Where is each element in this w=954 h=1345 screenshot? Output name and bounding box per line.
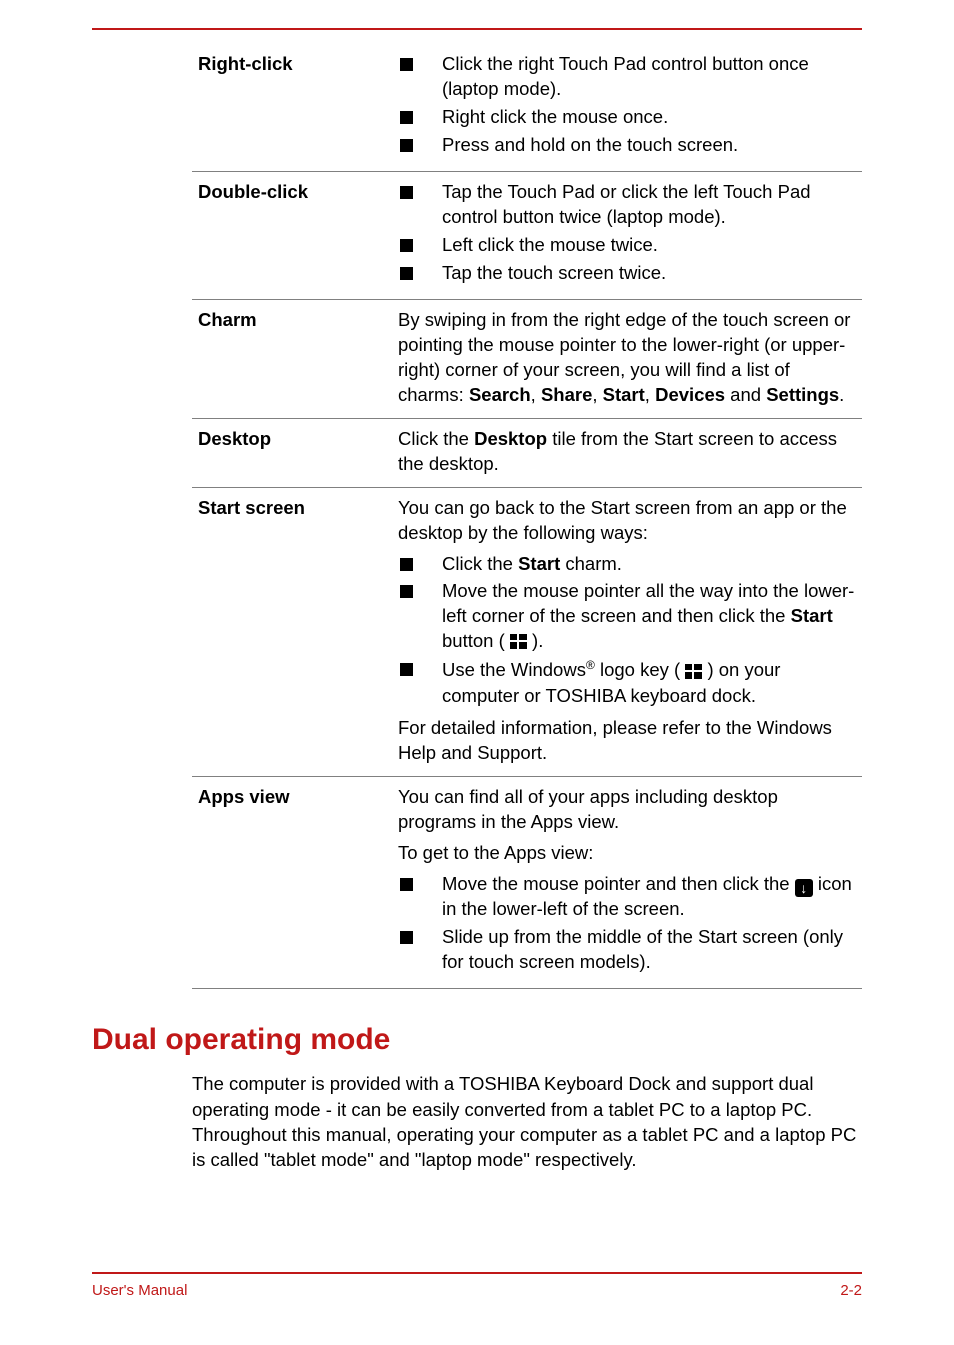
- charm-sep3: ,: [645, 384, 655, 405]
- double-click-item-2: Left click the mouse twice.: [398, 233, 856, 258]
- charm-sep1: ,: [531, 384, 541, 405]
- desc-desktop: Click the Desktop tile from the Start sc…: [392, 418, 862, 487]
- term-double-click: Double-click: [192, 171, 392, 299]
- ss-b3-pre: Use the Windows: [442, 660, 586, 681]
- section-body-dual-operating-mode: The computer is provided with a TOSHIBA …: [192, 1071, 862, 1172]
- footer-left: User's Manual: [92, 1282, 187, 1299]
- content-area: Right-click Click the right Touch Pad co…: [92, 50, 862, 1173]
- double-click-list: Tap the Touch Pad or click the left Touc…: [398, 180, 856, 286]
- ss-b2-post: button (: [442, 630, 510, 651]
- right-click-list: Click the right Touch Pad control button…: [398, 52, 856, 158]
- start-screen-list: Click the Start charm. Move the mouse po…: [398, 552, 856, 709]
- apps-view-list: Move the mouse pointer and then click th…: [398, 872, 856, 975]
- start-screen-item-2: Move the mouse pointer all the way into …: [398, 579, 856, 654]
- row-start-screen: Start screen You can go back to the Star…: [192, 487, 862, 777]
- term-right-click: Right-click: [192, 50, 392, 171]
- row-charm: Charm By swiping in from the right edge …: [192, 299, 862, 418]
- apps-view-item-2: Slide up from the middle of the Start sc…: [398, 925, 856, 975]
- charm-bold-share: Share: [541, 384, 592, 405]
- charm-bold-start: Start: [603, 384, 645, 405]
- ss-b2-tail: ).: [527, 630, 543, 651]
- definitions-table-wrap: Right-click Click the right Touch Pad co…: [192, 50, 862, 989]
- term-apps-view: Apps view: [192, 777, 392, 989]
- definitions-table: Right-click Click the right Touch Pad co…: [192, 50, 862, 989]
- right-click-item-3: Press and hold on the touch screen.: [398, 133, 856, 158]
- page: Right-click Click the right Touch Pad co…: [0, 0, 954, 1345]
- ss-b3-sup: ®: [586, 658, 595, 672]
- apps-view-item-1: Move the mouse pointer and then click th…: [398, 872, 856, 922]
- start-screen-item-1: Click the Start charm.: [398, 552, 856, 577]
- av-b1-pre: Move the mouse pointer and then click th…: [442, 873, 795, 894]
- term-start-screen: Start screen: [192, 487, 392, 777]
- footer-rule: [92, 1272, 862, 1274]
- ss-b1-pre: Click the: [442, 553, 518, 574]
- desc-double-click: Tap the Touch Pad or click the left Touc…: [392, 171, 862, 299]
- ss-b2-bold: Start: [791, 605, 833, 626]
- term-charm: Charm: [192, 299, 392, 418]
- apps-view-intro1: You can find all of your apps including …: [398, 785, 856, 835]
- charm-bold-settings: Settings: [766, 384, 839, 405]
- right-click-item-1: Click the right Touch Pad control button…: [398, 52, 856, 102]
- start-screen-intro: You can go back to the Start screen from…: [398, 496, 856, 546]
- page-footer: User's Manual 2-2: [92, 1272, 862, 1299]
- charm-sep2: ,: [592, 384, 602, 405]
- desc-right-click: Click the right Touch Pad control button…: [392, 50, 862, 171]
- charm-sep4: and: [725, 384, 766, 405]
- row-right-click: Right-click Click the right Touch Pad co…: [192, 50, 862, 171]
- row-desktop: Desktop Click the Desktop tile from the …: [192, 418, 862, 487]
- double-click-item-1: Tap the Touch Pad or click the left Touc…: [398, 180, 856, 230]
- double-click-item-3: Tap the touch screen twice.: [398, 261, 856, 286]
- right-click-item-2: Right click the mouse once.: [398, 105, 856, 130]
- windows-logo-key-icon: [685, 664, 702, 679]
- row-double-click: Double-click Tap the Touch Pad or click …: [192, 171, 862, 299]
- charm-bold-devices: Devices: [655, 384, 725, 405]
- down-arrow-circle-icon: ↓: [795, 879, 813, 897]
- ss-b1-bold: Start: [518, 553, 560, 574]
- section-heading-dual-operating-mode: Dual operating mode: [92, 1023, 862, 1057]
- footer-right: 2-2: [840, 1282, 862, 1299]
- charm-tail: .: [839, 384, 844, 405]
- windows-start-icon: [510, 634, 527, 649]
- ss-b3-mid: logo key (: [595, 660, 686, 681]
- desc-charm: By swiping in from the right edge of the…: [392, 299, 862, 418]
- footer-row: User's Manual 2-2: [92, 1282, 862, 1299]
- charm-bold-search: Search: [469, 384, 531, 405]
- start-screen-outro: For detailed information, please refer t…: [398, 716, 856, 766]
- desktop-bold: Desktop: [474, 428, 547, 449]
- apps-view-intro2: To get to the Apps view:: [398, 841, 856, 866]
- header-rule: [92, 28, 862, 30]
- term-desktop: Desktop: [192, 418, 392, 487]
- desktop-pre: Click the: [398, 428, 474, 449]
- start-screen-item-3: Use the Windows® logo key ( ) on your co…: [398, 657, 856, 708]
- desc-apps-view: You can find all of your apps including …: [392, 777, 862, 989]
- row-apps-view: Apps view You can find all of your apps …: [192, 777, 862, 989]
- ss-b1-post: charm.: [560, 553, 622, 574]
- desc-start-screen: You can go back to the Start screen from…: [392, 487, 862, 777]
